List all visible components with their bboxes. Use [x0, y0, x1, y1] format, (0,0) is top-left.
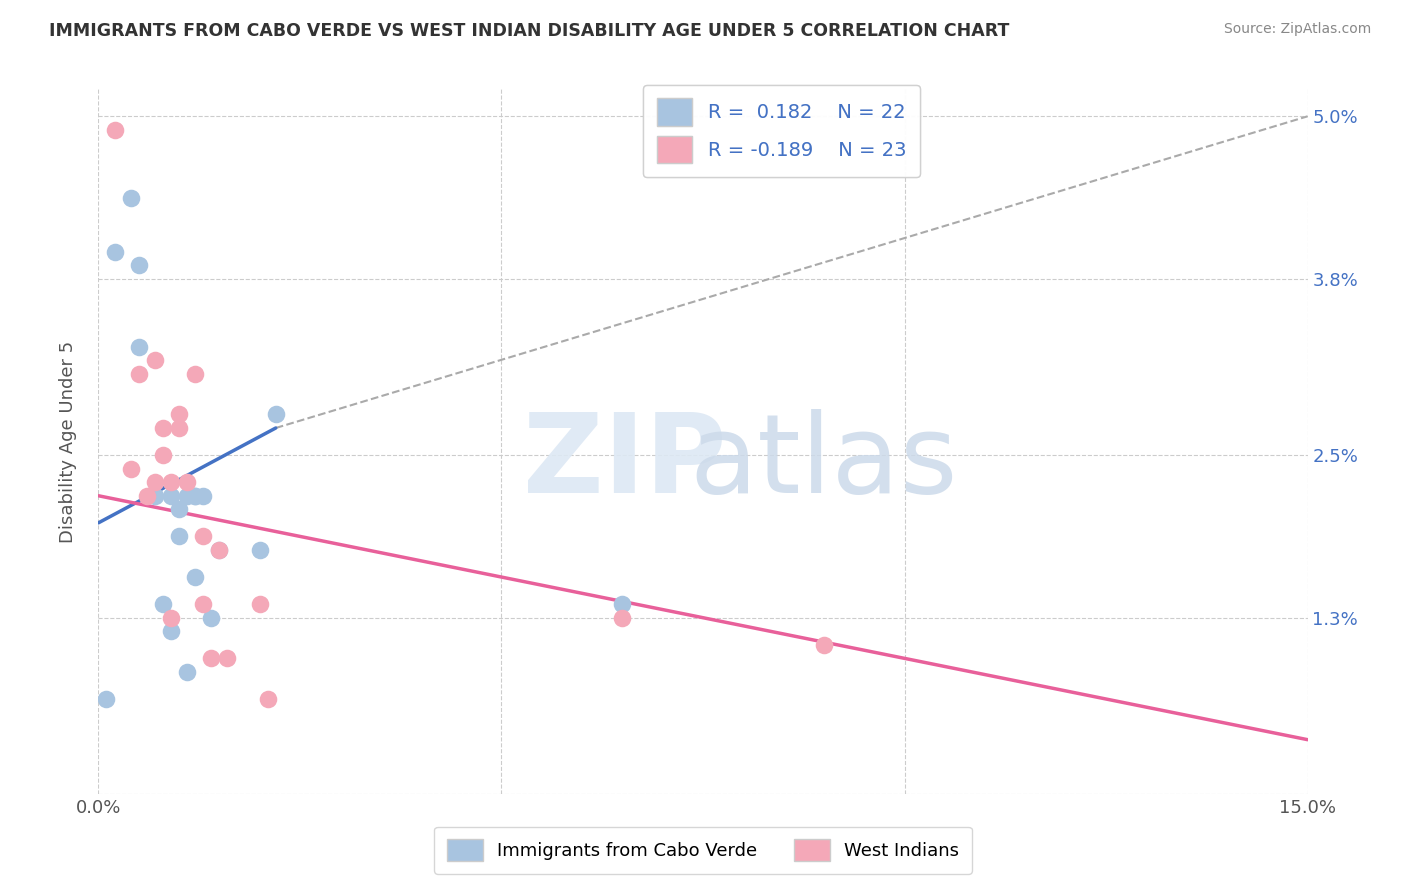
Point: [176, 665, 198, 679]
Point: [184, 489, 207, 503]
Point: [200, 610, 222, 624]
Point: [143, 353, 166, 368]
Point: [217, 651, 239, 665]
Y-axis label: Disability Age Under 5: Disability Age Under 5: [59, 341, 77, 542]
Point: [128, 367, 150, 381]
Point: [184, 489, 207, 503]
Legend: Immigrants from Cabo Verde, West Indians: Immigrants from Cabo Verde, West Indians: [434, 827, 972, 874]
Point: [160, 489, 183, 503]
Point: [176, 475, 198, 490]
Text: Source: ZipAtlas.com: Source: ZipAtlas.com: [1223, 22, 1371, 37]
Point: [160, 610, 183, 624]
Point: [160, 475, 183, 490]
Point: [184, 367, 207, 381]
Point: [200, 651, 222, 665]
Point: [264, 408, 287, 422]
Point: [193, 529, 215, 543]
Legend: R =  0.182    N = 22, R = -0.189    N = 23: R = 0.182 N = 22, R = -0.189 N = 23: [644, 85, 920, 177]
Point: [152, 448, 174, 462]
Point: [167, 502, 190, 516]
Point: [103, 123, 125, 137]
Point: [184, 570, 207, 584]
Point: [167, 421, 190, 435]
Point: [152, 421, 174, 435]
Point: [249, 543, 271, 558]
Point: [160, 624, 183, 639]
Point: [120, 191, 142, 205]
Point: [103, 244, 125, 259]
Point: [143, 489, 166, 503]
Point: [193, 597, 215, 611]
Text: IMMIGRANTS FROM CABO VERDE VS WEST INDIAN DISABILITY AGE UNDER 5 CORRELATION CHA: IMMIGRANTS FROM CABO VERDE VS WEST INDIA…: [49, 22, 1010, 40]
Point: [167, 408, 190, 422]
Point: [143, 475, 166, 490]
Point: [128, 258, 150, 272]
Point: [120, 461, 142, 475]
Point: [96, 692, 118, 706]
Point: [813, 638, 835, 652]
Text: atlas: atlas: [690, 409, 957, 516]
Point: [167, 529, 190, 543]
Point: [135, 489, 157, 503]
Point: [249, 597, 271, 611]
Point: [152, 597, 174, 611]
Point: [128, 340, 150, 354]
Point: [612, 610, 634, 624]
Point: [208, 543, 231, 558]
Point: [256, 692, 278, 706]
Point: [612, 597, 634, 611]
Text: ZIP: ZIP: [523, 409, 725, 516]
Point: [176, 489, 198, 503]
Point: [193, 489, 215, 503]
Point: [208, 543, 231, 558]
